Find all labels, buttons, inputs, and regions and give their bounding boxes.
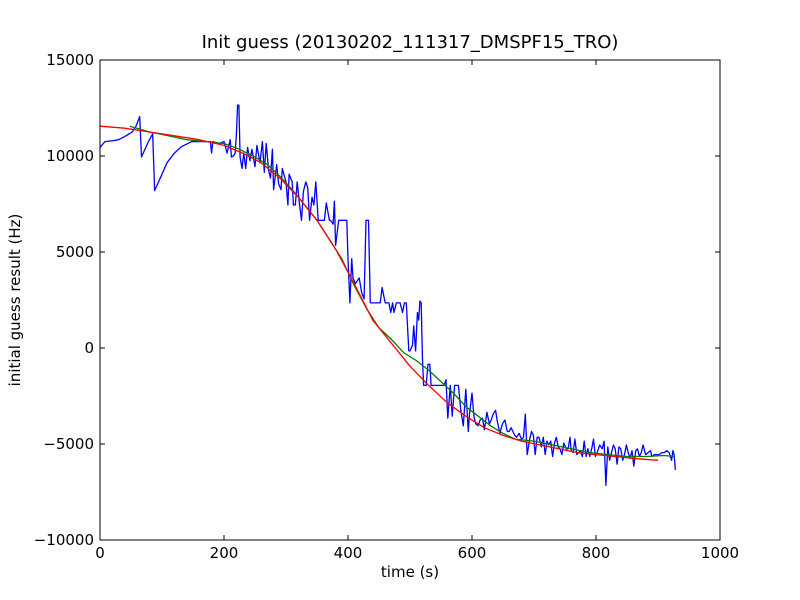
y-tick-label: 5000 xyxy=(56,243,94,261)
x-tick-label: 600 xyxy=(458,544,487,562)
plot-frame xyxy=(99,59,721,541)
x-tick-label: 200 xyxy=(210,544,239,562)
series-line-2 xyxy=(129,125,675,458)
y-tick-label: 15000 xyxy=(46,51,94,69)
y-axis-label: initial guess result (Hz) xyxy=(6,214,24,387)
series-line-1 xyxy=(99,104,677,486)
chart-title: Init guess (20130202_111317_DMSPF15_TRO) xyxy=(202,32,619,53)
x-axis-label: time (s) xyxy=(381,563,439,581)
series-line-3 xyxy=(99,125,659,461)
y-tick-label: 0 xyxy=(84,339,94,357)
x-tick-label: 1000 xyxy=(701,544,739,562)
y-tick-label: 10000 xyxy=(46,147,94,165)
x-tick-label: 400 xyxy=(334,544,363,562)
series-layer xyxy=(99,104,677,486)
x-tick-label: 800 xyxy=(582,544,611,562)
y-tick-label: −10000 xyxy=(34,531,94,549)
x-tick-label: 0 xyxy=(95,544,105,562)
y-tick-label: −5000 xyxy=(43,435,94,453)
tick-layer: 0 200 400 600 800 1000 −10000 −5000 0 5000 10000 15… xyxy=(34,51,739,562)
